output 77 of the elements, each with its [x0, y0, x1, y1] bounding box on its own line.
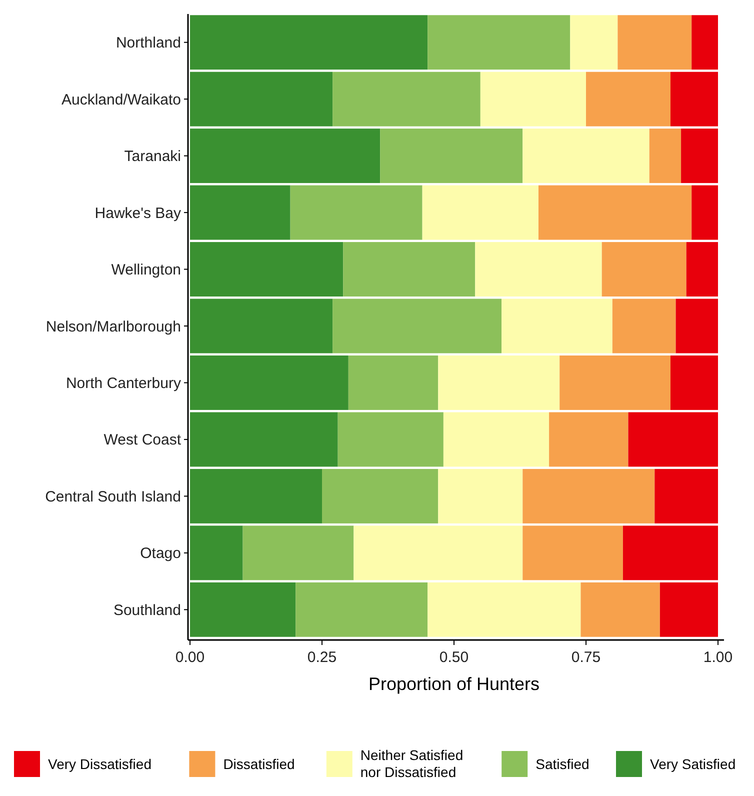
bar — [438, 356, 560, 410]
bar — [622, 526, 718, 580]
legend-label: Neither Satisfied nor Dissatisfied — [360, 747, 464, 780]
bar — [438, 468, 523, 524]
y-tick-label: Central South Island — [45, 488, 181, 506]
x-tick-label: 0.75 — [571, 649, 601, 666]
bar — [681, 128, 718, 184]
y-tick-label: Auckland/Waikato — [61, 91, 181, 108]
y-tick-label: Southland — [113, 602, 181, 619]
bar — [190, 185, 290, 240]
bar — [290, 185, 422, 240]
bar — [580, 582, 660, 637]
bar — [522, 128, 650, 184]
bar — [612, 298, 676, 354]
bar — [475, 242, 602, 296]
legend-label: Very Satisfied — [650, 756, 736, 772]
bar — [190, 242, 344, 296]
bar — [190, 128, 380, 184]
bar — [538, 185, 692, 240]
bar — [348, 356, 438, 410]
bar — [428, 582, 581, 637]
y-tick-label: Northland — [116, 34, 181, 52]
y-tick-label: West Coast — [104, 432, 182, 449]
x-tick-label: 0.00 — [175, 649, 205, 666]
bar — [670, 72, 718, 126]
bar — [380, 128, 523, 184]
bar — [628, 412, 718, 467]
y-tick-label: Otago — [140, 545, 181, 562]
y-tick-label: North Canterbury — [66, 374, 182, 392]
bar — [190, 298, 333, 354]
x-tick-label: 1.00 — [703, 649, 733, 666]
bar — [676, 298, 718, 354]
bar — [190, 468, 322, 524]
legend-label: Very Dissatisfied — [48, 756, 152, 772]
bar — [343, 242, 476, 296]
bar — [332, 298, 502, 354]
bar — [654, 468, 718, 524]
bar — [549, 412, 628, 467]
bar — [480, 72, 586, 126]
bar — [190, 412, 338, 467]
legend-label: Dissatisfied — [223, 756, 295, 772]
legend-label: Satisfied — [536, 756, 590, 772]
bar — [692, 15, 718, 70]
bar — [190, 526, 243, 580]
bar — [660, 582, 718, 637]
x-axis-title: Proportion of Hunters — [368, 674, 540, 694]
bar — [586, 72, 670, 126]
y-tick-label: Taranaki — [124, 148, 181, 166]
bar — [296, 582, 428, 637]
y-tick-label: Nelson/Marlborough — [46, 318, 181, 336]
bar — [190, 356, 348, 410]
bar — [570, 15, 618, 70]
bar — [502, 298, 612, 354]
x-tick-label: 0.50 — [439, 649, 469, 666]
bar — [354, 526, 523, 580]
bar — [522, 526, 623, 580]
bar — [692, 185, 718, 240]
bar — [649, 128, 682, 184]
bar — [522, 468, 655, 524]
bar — [618, 15, 692, 70]
bar — [443, 412, 550, 467]
bar — [332, 72, 480, 126]
bar — [338, 412, 444, 467]
bar — [322, 468, 438, 524]
bar — [560, 356, 670, 410]
bar — [686, 242, 718, 296]
x-tick-label: 0.25 — [307, 649, 337, 666]
y-tick-label: Wellington — [111, 262, 181, 279]
bar — [670, 356, 718, 410]
bar — [428, 15, 570, 70]
bar — [190, 582, 296, 637]
bar — [190, 15, 428, 70]
bar — [242, 526, 354, 580]
bar — [422, 185, 538, 240]
bar — [190, 72, 333, 126]
y-tick-label: Hawke's Bay — [94, 204, 182, 222]
bar — [602, 242, 686, 296]
